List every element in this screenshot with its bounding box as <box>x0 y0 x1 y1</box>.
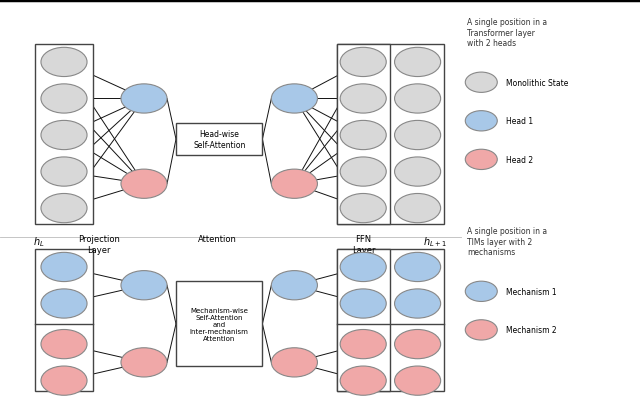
Text: Projection
Layer: Projection Layer <box>78 235 120 254</box>
Bar <box>35 249 93 391</box>
Circle shape <box>465 150 497 170</box>
Circle shape <box>41 48 87 77</box>
Circle shape <box>41 158 87 187</box>
Text: FFN
Layer: FFN Layer <box>352 235 375 254</box>
Text: $h_{L+1}$: $h_{L+1}$ <box>423 235 447 249</box>
Bar <box>35 45 93 225</box>
Circle shape <box>394 158 440 187</box>
Bar <box>337 249 444 391</box>
Bar <box>337 45 444 225</box>
Bar <box>337 249 390 391</box>
Text: A single position in a
Transformer layer
with 2 heads: A single position in a Transformer layer… <box>467 18 547 48</box>
Circle shape <box>41 330 87 359</box>
Circle shape <box>394 48 440 77</box>
Circle shape <box>340 289 387 318</box>
Circle shape <box>41 366 87 395</box>
Text: A single position in a
TIMs layer with 2
mechanisms: A single position in a TIMs layer with 2… <box>467 227 547 256</box>
Circle shape <box>41 85 87 114</box>
Bar <box>176 124 262 156</box>
Circle shape <box>394 121 440 150</box>
Circle shape <box>394 330 440 359</box>
Circle shape <box>465 111 497 132</box>
Circle shape <box>340 48 387 77</box>
Circle shape <box>340 121 387 150</box>
Bar <box>337 45 390 225</box>
Circle shape <box>271 348 317 377</box>
Circle shape <box>465 73 497 93</box>
Text: Attention: Attention <box>198 235 237 244</box>
Circle shape <box>394 85 440 114</box>
Circle shape <box>41 253 87 282</box>
Circle shape <box>394 194 440 223</box>
Circle shape <box>121 85 167 114</box>
Circle shape <box>41 121 87 150</box>
Circle shape <box>121 170 167 199</box>
Circle shape <box>340 85 387 114</box>
Text: Head 1: Head 1 <box>506 117 532 126</box>
Circle shape <box>271 85 317 114</box>
Circle shape <box>465 320 497 340</box>
Circle shape <box>394 253 440 282</box>
Circle shape <box>340 253 387 282</box>
Circle shape <box>271 170 317 199</box>
Text: Head 2: Head 2 <box>506 156 532 164</box>
Circle shape <box>340 366 387 395</box>
Text: Head-wise
Self-Attention: Head-wise Self-Attention <box>193 130 245 149</box>
Circle shape <box>271 271 317 300</box>
Circle shape <box>465 281 497 302</box>
Circle shape <box>394 289 440 318</box>
Bar <box>176 281 262 367</box>
Circle shape <box>121 271 167 300</box>
Circle shape <box>340 330 387 359</box>
Text: $h_L$: $h_L$ <box>33 235 44 249</box>
Circle shape <box>340 194 387 223</box>
Text: Mechanism-wise
Self-Attention
and
Inter-mechanism
Attention: Mechanism-wise Self-Attention and Inter-… <box>190 307 248 341</box>
Circle shape <box>41 289 87 318</box>
Text: Monolithic State: Monolithic State <box>506 79 568 87</box>
Circle shape <box>121 348 167 377</box>
Circle shape <box>394 366 440 395</box>
Circle shape <box>340 158 387 187</box>
Text: Mechanism 1: Mechanism 1 <box>506 287 556 296</box>
Text: Mechanism 2: Mechanism 2 <box>506 326 556 335</box>
Circle shape <box>41 194 87 223</box>
